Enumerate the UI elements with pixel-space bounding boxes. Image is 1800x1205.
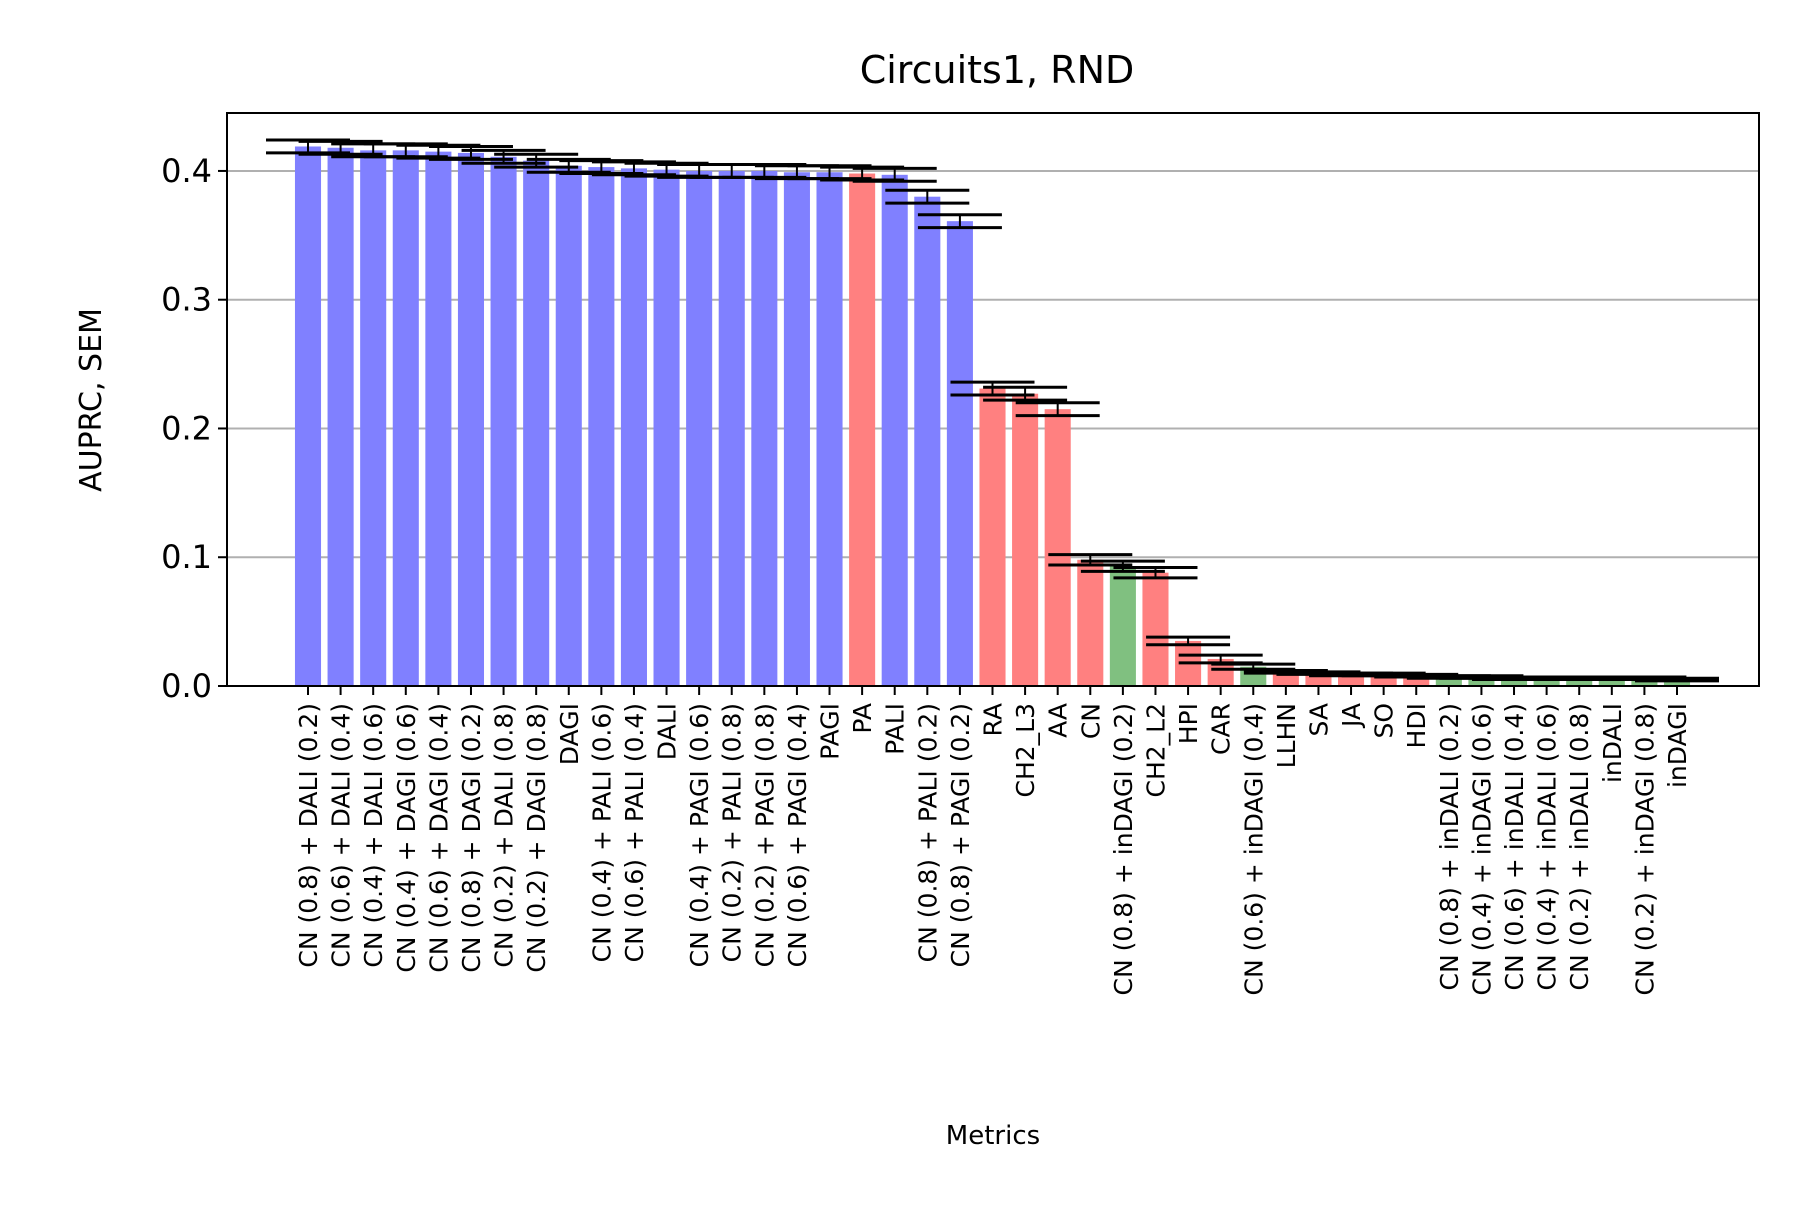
x-tick-label: CN (0.6) + DAGI (0.4) <box>424 703 453 973</box>
bar <box>1142 572 1169 686</box>
y-tick-label: 0.0 <box>161 667 212 705</box>
bar <box>1012 393 1039 686</box>
bar <box>620 168 647 687</box>
x-tick-label: JA <box>1337 703 1366 729</box>
x-tick-label: RA <box>979 703 1008 736</box>
y-tick-label: 0.2 <box>161 409 212 447</box>
x-tick-label: CN (0.6) + inDALI (0.4) <box>1500 703 1529 990</box>
x-axis-label: Metrics <box>946 1121 1040 1151</box>
x-tick-label: inDALI <box>1598 703 1627 783</box>
error-bars <box>266 138 1719 683</box>
x-tick-label: CN (0.6) + PAGI (0.4) <box>783 703 812 967</box>
y-tick-label: 0.1 <box>161 538 212 576</box>
bar <box>588 167 615 686</box>
x-tick-label: CN (0.8) + DALI (0.2) <box>294 703 323 968</box>
bar <box>523 160 550 686</box>
x-tick-label: CN (0.4) + PAGI (0.6) <box>685 703 714 967</box>
x-tick-label: HPI <box>1174 703 1203 744</box>
x-tick-label: DAGI <box>555 703 584 765</box>
bar <box>1598 678 1625 686</box>
x-tick-label: AA <box>1044 703 1073 738</box>
x-tick-label: CN (0.6) + PALI (0.4) <box>620 703 649 962</box>
bar <box>294 146 322 687</box>
y-axis-label: AUPRC, SEM <box>74 308 109 492</box>
bar <box>1533 678 1560 686</box>
bars <box>294 146 1691 687</box>
x-tick-label: CAR <box>1207 703 1236 755</box>
bar <box>490 156 517 686</box>
x-tick-label: CN (0.2) + PALI (0.8) <box>718 703 747 962</box>
bar <box>1468 676 1495 686</box>
x-tick-label: CN (0.4) + DAGI (0.6) <box>392 703 421 973</box>
x-tick-label: CN (0.4) + inDALI (0.6) <box>1533 703 1562 990</box>
bar <box>816 172 843 687</box>
bar <box>1663 679 1691 686</box>
bar <box>653 169 680 686</box>
x-tick-label: CN (0.8) + inDALI (0.2) <box>1435 703 1464 990</box>
bar <box>425 151 452 686</box>
x-tick-label: CN (0.2) + PAGI (0.8) <box>750 703 779 967</box>
x-tick-label: CN (0.8) + PALI (0.2) <box>913 703 942 962</box>
bar <box>946 221 973 686</box>
bar <box>1500 678 1528 686</box>
x-tick-label: DALI <box>653 703 682 760</box>
bar <box>1338 674 1365 686</box>
bar <box>1077 559 1104 686</box>
x-tick-label: SA <box>1304 703 1333 736</box>
bar <box>751 170 778 686</box>
bar <box>457 152 485 686</box>
x-tick-label: PA <box>848 703 877 734</box>
x-tick-label: CN (0.2) + DAGI (0.8) <box>522 703 551 973</box>
x-tick-label: SO <box>1370 703 1399 739</box>
x-tick-label: CN (0.6) + inDAGI (0.4) <box>1239 703 1268 995</box>
x-tick-label: inDAGI <box>1663 703 1692 788</box>
bar <box>914 196 941 686</box>
bar <box>392 150 419 687</box>
x-tick-label: CN (0.8) + inDAGI (0.2) <box>1109 703 1138 995</box>
y-tick-label: 0.3 <box>161 281 212 319</box>
x-tick-label: CN (0.4) + PALI (0.6) <box>587 703 616 962</box>
x-tick-label: CN (0.4) + inDAGI (0.6) <box>1467 703 1496 995</box>
bar <box>327 147 354 686</box>
bar <box>555 165 582 686</box>
x-tick-label: LLHN <box>1272 703 1301 768</box>
bar <box>881 174 908 686</box>
bar <box>360 150 387 687</box>
x-tick-label: CN (0.8) + DAGI (0.2) <box>457 703 486 973</box>
bar <box>783 172 810 687</box>
bar <box>1403 675 1430 686</box>
x-tick-label: CH2_L2 <box>1141 703 1170 798</box>
chart-title: Circuits1, RND <box>860 48 1135 92</box>
y-tick-label: 0.4 <box>161 152 212 190</box>
x-tick-label: CH2_L3 <box>1011 703 1040 798</box>
bar <box>849 173 876 686</box>
bar <box>718 170 745 686</box>
x-tick-label: CN (0.2) + inDALI (0.8) <box>1565 703 1594 990</box>
x-tick-label: CN (0.2) + inDAGI (0.8) <box>1630 703 1659 995</box>
x-tick-label: HDI <box>1402 703 1431 748</box>
x-tick-label: CN (0.4) + DALI (0.6) <box>359 703 388 968</box>
bar <box>1435 676 1462 686</box>
x-tick-label: CN (0.6) + DALI (0.4) <box>327 703 356 968</box>
bar <box>686 170 713 686</box>
x-tick-label: CN (0.8) + PAGI (0.2) <box>946 703 975 967</box>
bar <box>1109 566 1136 686</box>
bar <box>979 388 1006 686</box>
x-axis-ticks: CN (0.8) + DALI (0.2) CN (0.6) + DALI (0.… <box>294 686 1692 995</box>
bar <box>1044 409 1071 686</box>
y-axis-ticks: 0.0 0.1 0.2 0.3 0.4 <box>161 152 227 705</box>
bar <box>1566 678 1593 686</box>
x-tick-label: PAGI <box>816 703 845 760</box>
x-tick-label: CN (0.2) + DALI (0.8) <box>490 703 519 968</box>
x-tick-label: CN <box>1076 703 1105 739</box>
x-tick-label: PALI <box>881 703 910 755</box>
bar <box>1370 674 1397 686</box>
